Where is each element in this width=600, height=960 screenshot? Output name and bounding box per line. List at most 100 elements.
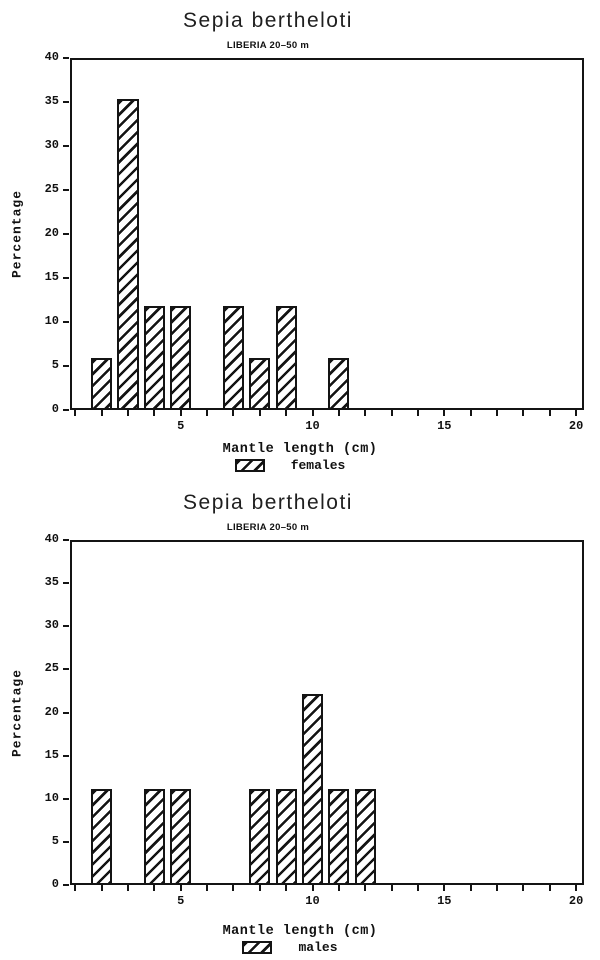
legend-label: males: [298, 940, 338, 955]
x-tick-label: 15: [437, 419, 452, 433]
legend-hatch-swatch: [234, 459, 265, 472]
histogram-bar: [170, 789, 192, 885]
x-tick: [443, 410, 446, 416]
x-tick: [311, 410, 314, 416]
histogram-bar: [301, 693, 324, 885]
x-tick: [443, 885, 446, 891]
y-tick-label: 15: [44, 270, 59, 284]
y-tick: [63, 321, 69, 323]
y-tick: [63, 754, 69, 757]
y-tick-label: 20: [44, 226, 59, 240]
y-tick: [63, 582, 69, 585]
y-tick-label: 30: [44, 138, 59, 152]
x-tick: [153, 410, 156, 416]
x-tick: [311, 885, 314, 891]
legend: males: [0, 940, 580, 955]
y-tick-label: 20: [44, 704, 59, 719]
y-tick: [63, 539, 69, 541]
y-tick: [63, 711, 69, 714]
x-axis-label: Mantle length (cm): [222, 924, 378, 939]
histogram-bar: [275, 306, 297, 410]
x-tick: [206, 885, 209, 891]
histogram-bar: [328, 358, 350, 410]
x-tick: [258, 885, 261, 891]
y-tick: [63, 57, 69, 59]
chart-title: Sepia bertheloti: [183, 491, 353, 514]
y-tick-label: 40: [44, 532, 59, 546]
y-tick: [63, 277, 69, 279]
y-tick: [63, 797, 69, 800]
x-tick: [126, 885, 129, 891]
y-tick: [63, 840, 69, 843]
legend-hatch-swatch: [242, 941, 273, 954]
x-tick-label: 5: [177, 419, 185, 433]
histogram-bar: [249, 358, 271, 410]
x-tick: [364, 885, 367, 891]
y-tick-label: 15: [44, 747, 59, 762]
x-tick: [232, 410, 235, 416]
x-tick: [100, 885, 103, 891]
x-tick-label: 10: [305, 419, 320, 433]
x-tick: [100, 410, 103, 416]
histogram-bar: [117, 99, 139, 410]
histogram-bar: [91, 358, 113, 410]
y-tick: [63, 884, 69, 886]
x-tick: [522, 885, 525, 891]
histogram-bar: [249, 789, 271, 885]
x-tick: [522, 410, 525, 416]
x-tick: [74, 885, 77, 891]
histogram-bar: [354, 789, 376, 885]
x-tick: [179, 885, 182, 891]
x-tick: [575, 885, 578, 891]
y-tick: [63, 365, 69, 367]
histogram-males: Sepia bertheloti LIBERIA 20–50 m Percent…: [0, 482, 600, 960]
x-tick: [548, 885, 551, 891]
x-tick-label: 10: [305, 894, 320, 908]
x-tick: [285, 885, 288, 891]
y-tick-label: 25: [44, 661, 59, 676]
x-tick: [416, 410, 419, 416]
legend-label: females: [290, 458, 346, 473]
x-tick: [258, 410, 261, 416]
y-tick-label: 10: [44, 314, 59, 328]
x-tick-label: 20: [568, 419, 584, 433]
y-tick-label: 35: [44, 94, 59, 108]
x-tick-label: 5: [177, 894, 185, 908]
x-tick: [469, 410, 472, 416]
y-tick-label: 25: [44, 182, 59, 196]
x-tick: [575, 410, 578, 416]
x-tick: [364, 410, 367, 416]
x-tick: [206, 410, 209, 416]
y-tick-label: 40: [44, 50, 59, 64]
y-tick-label: 35: [44, 575, 59, 590]
histogram-bar: [91, 789, 113, 885]
x-tick: [285, 410, 288, 416]
x-tick: [232, 885, 235, 891]
histogram-bar: [143, 789, 165, 885]
histogram-bar: [328, 789, 350, 885]
x-tick: [337, 885, 340, 891]
y-tick: [63, 233, 69, 235]
chart-title: Sepia bertheloti: [183, 9, 353, 32]
chart-subtitle: LIBERIA 20–50 m: [226, 40, 310, 51]
x-tick: [390, 410, 393, 416]
y-tick-label: 0: [51, 402, 59, 416]
histogram-bar: [143, 306, 165, 410]
x-tick: [548, 410, 551, 416]
y-tick-label: 10: [44, 790, 59, 805]
y-tick: [63, 145, 69, 147]
x-tick: [74, 410, 77, 416]
histogram-females: Sepia bertheloti LIBERIA 20–50 m Percent…: [10, 9, 584, 473]
x-tick: [469, 885, 472, 891]
x-tick: [390, 885, 393, 891]
x-axis-label: Mantle length (cm): [222, 442, 378, 457]
x-tick: [416, 885, 419, 891]
y-tick-label: 5: [51, 358, 59, 372]
x-tick: [496, 410, 498, 416]
y-tick: [63, 101, 69, 103]
y-tick: [63, 409, 69, 411]
x-tick: [179, 410, 182, 416]
y-tick-label: 0: [51, 877, 59, 891]
x-tick-label: 20: [568, 894, 584, 908]
